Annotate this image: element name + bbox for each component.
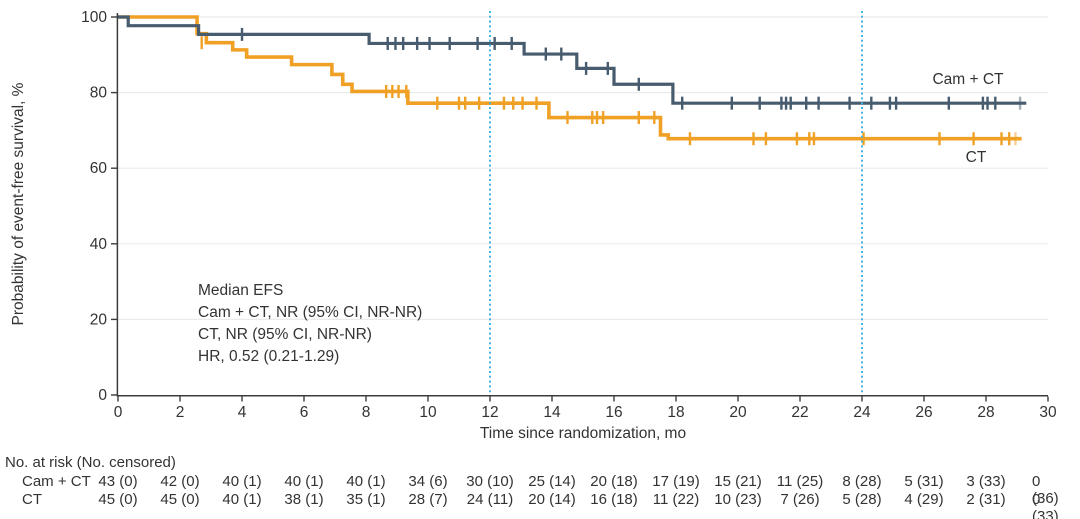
risk-value: 8 (28) <box>842 473 882 490</box>
risk-value: 28 (7) <box>408 491 448 508</box>
risk-value: 11 (22) <box>652 491 700 508</box>
risk-table-header: No. at risk (No. censored) <box>5 454 176 471</box>
risk-value: 40 (1) <box>284 473 324 490</box>
risk-value: 40 (1) <box>222 473 262 490</box>
y-tick-label: 100 <box>81 9 107 26</box>
x-tick-label: 6 <box>300 404 309 421</box>
annotation-line-hr: HR, 0.52 (0.21-1.29) <box>198 348 340 365</box>
y-tick-label: 20 <box>90 311 108 328</box>
annotation-line-title: Median EFS <box>198 282 284 299</box>
risk-value: 34 (6) <box>408 473 448 490</box>
x-tick-label: 8 <box>362 404 371 421</box>
x-tick-label: 24 <box>853 404 871 421</box>
median-efs-annotation: Median EFS Cam + CT, NR (95% CI, NR-NR) … <box>198 280 422 368</box>
x-axis-title: Time since randomization, mo <box>479 425 687 442</box>
x-tick-label: 12 <box>481 404 498 421</box>
risk-value: 5 (31) <box>904 473 944 490</box>
risk-row-label-ct: CT <box>22 491 42 508</box>
risk-value: 24 (11) <box>466 491 514 508</box>
risk-value: 4 (29) <box>904 491 944 508</box>
y-tick-label: 0 <box>98 387 107 404</box>
risk-value: 42 (0) <box>160 473 200 490</box>
x-tick-label: 0 <box>114 404 123 421</box>
y-tick-label: 80 <box>90 85 108 102</box>
x-tick-label: 14 <box>543 404 561 421</box>
x-tick-label: 28 <box>977 404 994 421</box>
risk-value: 35 (1) <box>346 491 386 508</box>
risk-value: 40 (1) <box>346 473 386 490</box>
risk-row-label-cam-ct: Cam + CT <box>22 473 91 490</box>
risk-value: 2 (31) <box>966 491 1006 508</box>
x-tick-label: 18 <box>667 404 684 421</box>
x-tick-label: 20 <box>729 404 747 421</box>
x-tick-label: 22 <box>791 404 808 421</box>
risk-value: 5 (28) <box>842 491 882 508</box>
x-tick-label: 10 <box>419 404 437 421</box>
curve-label-ct: CT <box>965 149 987 166</box>
x-tick-label: 26 <box>915 404 932 421</box>
annotation-line-ct: CT, NR (95% CI, NR-NR) <box>198 326 372 343</box>
risk-value: 7 (26) <box>780 491 820 508</box>
y-axis-title: Probability of event-free survival, % <box>10 82 27 326</box>
risk-value: 25 (14) <box>528 473 576 490</box>
curve-label-cam-ct: Cam + CT <box>932 71 1004 88</box>
risk-value: 11 (25) <box>776 473 824 490</box>
risk-value: 0 (33) <box>1032 491 1059 519</box>
x-tick-label: 30 <box>1039 404 1057 421</box>
risk-value: 17 (19) <box>652 473 700 490</box>
annotation-line-camct: Cam + CT, NR (95% CI, NR-NR) <box>198 304 423 321</box>
risk-value: 30 (10) <box>466 473 514 490</box>
risk-value: 20 (18) <box>590 473 638 490</box>
risk-value: 43 (0) <box>98 473 138 490</box>
survival-curve-ct <box>118 15 1022 141</box>
x-tick-label: 2 <box>176 404 185 421</box>
risk-value: 20 (14) <box>528 491 576 508</box>
risk-value: 38 (1) <box>284 491 324 508</box>
risk-value: 40 (1) <box>222 491 262 508</box>
survival-curve-cam-ct <box>118 15 1027 105</box>
y-tick-label: 40 <box>90 236 108 253</box>
x-tick-label: 16 <box>605 404 622 421</box>
x-tick-label: 4 <box>238 404 247 421</box>
risk-value: 16 (18) <box>590 491 638 508</box>
risk-value: 45 (0) <box>98 491 138 508</box>
risk-value: 3 (33) <box>966 473 1006 490</box>
risk-value: 10 (23) <box>714 491 762 508</box>
risk-value: 45 (0) <box>160 491 200 508</box>
y-tick-label: 60 <box>90 160 108 177</box>
risk-value: 15 (21) <box>714 473 762 490</box>
risk-value: 0 (36) <box>1032 473 1059 507</box>
